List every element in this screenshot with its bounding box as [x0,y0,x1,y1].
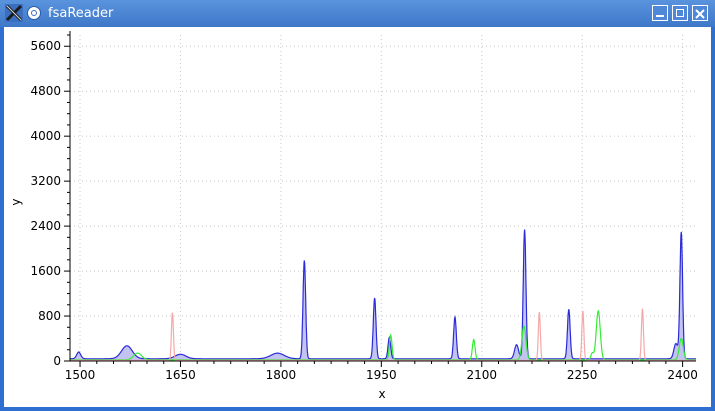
x-tick-label: 2400 [667,368,698,382]
maximize-button[interactable] [672,5,688,21]
series-0-area [70,229,696,361]
x-tick-label: 1950 [366,368,397,382]
close-button[interactable] [692,5,708,21]
series-2-line [70,308,696,361]
x-tick-label: 2100 [466,368,497,382]
y-tick-label: 4800 [30,84,61,98]
x-tick-label: 1650 [165,368,196,382]
y-tick-label: 1600 [30,264,61,278]
pin-icon[interactable] [27,6,41,20]
x-tick-label: 1500 [65,368,96,382]
y-tick-label: 4000 [30,129,61,143]
y-axis-label: y [9,198,23,205]
grid-lines [70,35,696,362]
spectrum-chart[interactable]: 0 800 1600 2400 3200 4000 4800 5600 1500 1650 1800… [4,27,711,407]
window-title: fsaReader [48,6,114,21]
x-logo-icon[interactable] [5,4,23,22]
x-axis-label: x [378,387,385,401]
y-tick-label: 0 [53,354,61,368]
series-0-line [70,229,696,360]
y-tick-label: 800 [38,309,61,323]
y-tick-label: 2400 [30,219,61,233]
y-tick-label: 3200 [30,174,61,188]
series-1-line [70,309,696,361]
x-tick-label: 2250 [567,368,598,382]
title-bar[interactable]: fsaReader [0,0,715,27]
minimize-button[interactable] [652,5,668,21]
y-tick-label: 5600 [30,39,61,53]
series-layer [70,229,696,361]
axes: 0 800 1600 2400 3200 4000 4800 5600 1500 1650 1800… [30,31,698,382]
close-icon [695,9,705,19]
plot-area: 0 800 1600 2400 3200 4000 4800 5600 1500 1650 1800… [4,27,711,407]
x-tick-label: 1800 [266,368,297,382]
